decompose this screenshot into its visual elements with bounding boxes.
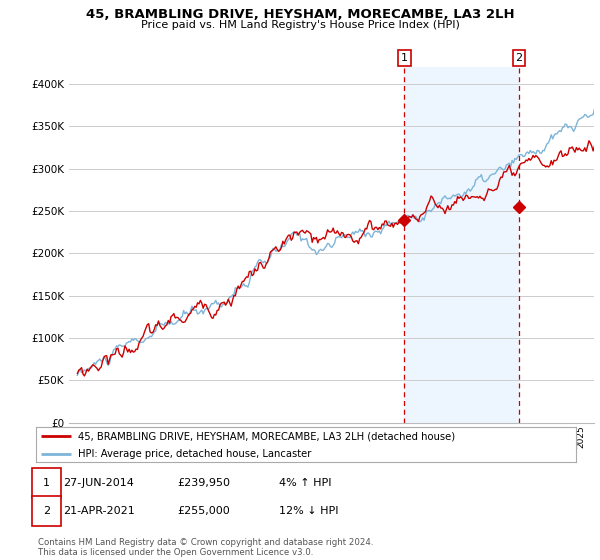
Text: 4% ↑ HPI: 4% ↑ HPI [279,478,331,488]
Text: 45, BRAMBLING DRIVE, HEYSHAM, MORECAMBE, LA3 2LH (detached house): 45, BRAMBLING DRIVE, HEYSHAM, MORECAMBE,… [77,431,455,441]
Text: 45, BRAMBLING DRIVE, HEYSHAM, MORECAMBE, LA3 2LH: 45, BRAMBLING DRIVE, HEYSHAM, MORECAMBE,… [86,8,514,21]
Text: 21-APR-2021: 21-APR-2021 [64,506,136,516]
Text: Price paid vs. HM Land Registry's House Price Index (HPI): Price paid vs. HM Land Registry's House … [140,20,460,30]
Text: £239,950: £239,950 [177,478,230,488]
Text: £255,000: £255,000 [177,506,230,516]
Text: 12% ↓ HPI: 12% ↓ HPI [279,506,338,516]
Text: 27-JUN-2014: 27-JUN-2014 [64,478,134,488]
Text: Contains HM Land Registry data © Crown copyright and database right 2024.
This d: Contains HM Land Registry data © Crown c… [38,538,373,557]
Bar [404,67,519,423]
Text: HPI: Average price, detached house, Lancaster: HPI: Average price, detached house, Lanc… [77,449,311,459]
Text: 2: 2 [515,53,523,63]
Text: 2: 2 [43,506,50,516]
Text: 1: 1 [43,478,50,488]
Text: 1: 1 [401,53,408,63]
